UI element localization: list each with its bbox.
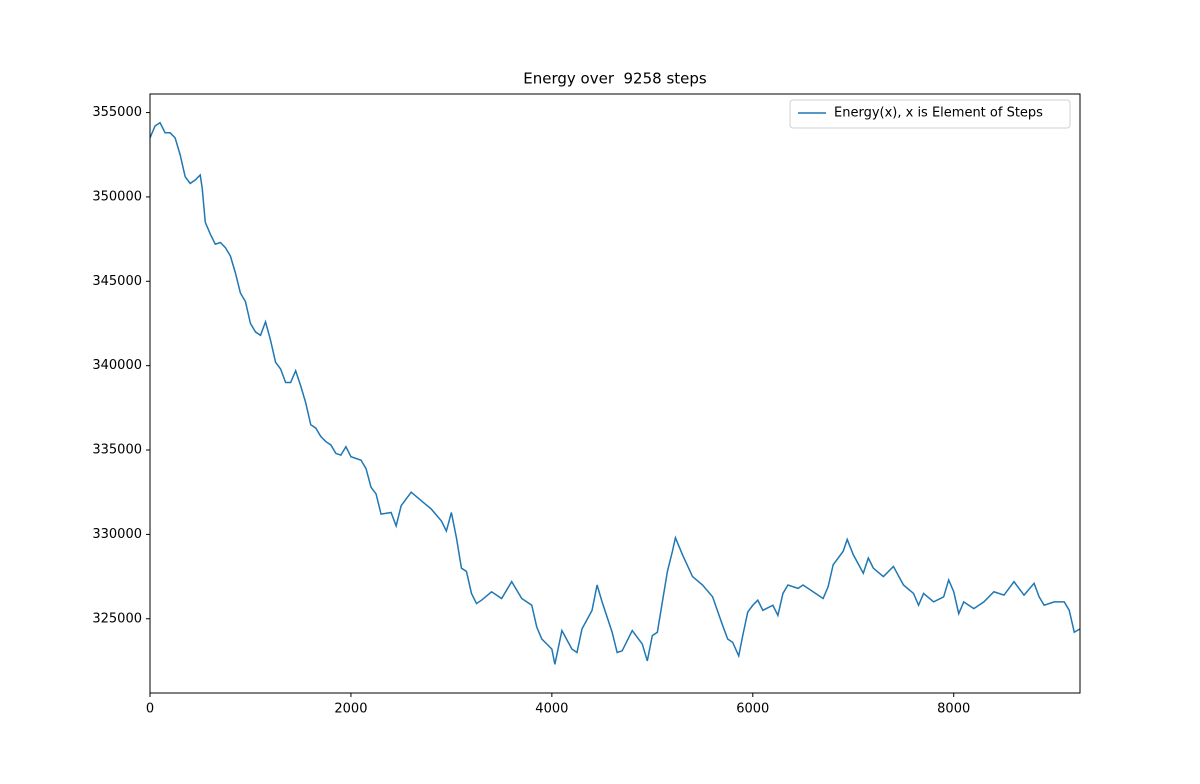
legend-box (789, 99, 1071, 129)
y-tick-label: 345000 (92, 274, 142, 289)
y-tick-label: 340000 (92, 358, 142, 373)
legend-label: Energy(x), x is Element of Steps (834, 106, 1043, 121)
chart-title: Energy over 9258 steps (523, 70, 707, 88)
x-tick-label: 2000 (334, 702, 367, 717)
x-tick-label: 0 (146, 702, 154, 717)
y-tick-label: 335000 (92, 443, 142, 458)
y-tick-label: 325000 (92, 611, 142, 626)
x-tick-label: 8000 (937, 702, 970, 717)
x-tick-label: 4000 (535, 702, 568, 717)
y-tick-label: 355000 (92, 105, 142, 120)
x-tick-label: 6000 (736, 702, 769, 717)
line (149, 121, 1081, 665)
y-tick-label: 350000 (92, 189, 142, 204)
y-tick-label: 330000 (92, 527, 142, 542)
plot-frame (149, 93, 1081, 694)
